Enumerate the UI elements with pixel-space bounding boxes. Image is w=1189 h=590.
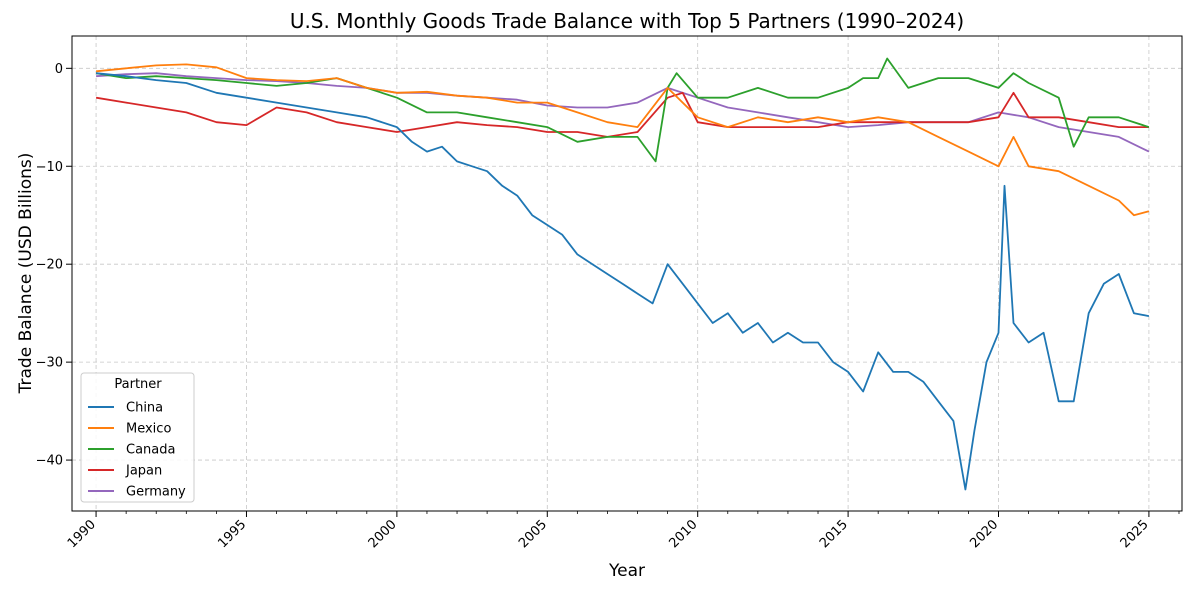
x-tick-label: 2025 (1118, 517, 1152, 551)
x-tick-label: 2005 (516, 517, 550, 551)
y-tick-label: −10 (36, 160, 63, 175)
y-axis-label: Trade Balance (USD Billions) (16, 153, 36, 395)
legend: Partner China Mexico Canada Japan Germany (80, 372, 195, 503)
x-tick-label: 2020 (967, 517, 1001, 551)
x-axis-label: Year (608, 561, 645, 581)
x-tick-label: 2000 (366, 517, 400, 551)
series-lines (95, 57, 1150, 491)
legend-title: Partner (114, 377, 162, 392)
y-tick-label: −30 (36, 356, 63, 371)
y-ticks: 0 −10 −20 −30 −40 (36, 62, 72, 469)
x-ticks: 1990 1995 2000 2005 2010 2015 2020 2025 (65, 511, 1152, 551)
grid (72, 36, 1182, 511)
legend-box (80, 372, 195, 503)
x-minor-ticks (125, 511, 1180, 514)
x-tick-label: 2015 (817, 517, 851, 551)
y-tick-label: −20 (36, 258, 63, 273)
x-tick-label: 2010 (667, 517, 701, 551)
y-tick-label: 0 (55, 62, 63, 77)
plot-frame (71, 35, 1183, 512)
legend-label-germany: Germany (126, 485, 186, 500)
chart-title: U.S. Monthly Goods Trade Balance with To… (290, 9, 964, 33)
series-line-china (96, 72, 1150, 491)
legend-label-canada: Canada (126, 443, 175, 458)
series-line-canada (95, 57, 1150, 163)
legend-items: China Mexico Canada Japan Germany (88, 401, 186, 500)
legend-label-china: China (126, 401, 163, 416)
series-line-mexico (96, 63, 1150, 217)
series-line-japan (95, 91, 1149, 138)
legend-label-mexico: Mexico (126, 422, 171, 437)
x-tick-label: 1995 (215, 517, 249, 551)
legend-label-japan: Japan (125, 464, 162, 479)
y-tick-label: −40 (36, 454, 63, 469)
x-tick-label: 1990 (65, 517, 99, 551)
